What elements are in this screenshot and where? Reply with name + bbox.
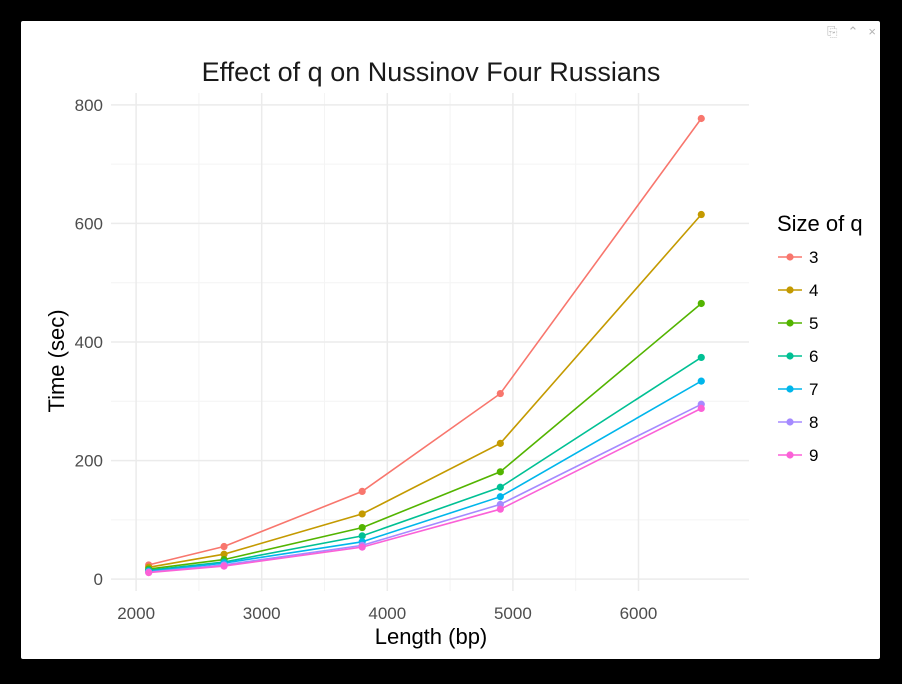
- data-point-q4: [358, 510, 366, 518]
- axis-ticks: 2000 3000 4000 5000 6000 0 200 400 600 800: [75, 96, 658, 623]
- data-point-q6: [358, 532, 366, 540]
- series-lines: [148, 118, 702, 574]
- legend-label-q5: 5: [809, 314, 818, 333]
- series-line-q9: [148, 407, 702, 574]
- y-tick-label: 0: [94, 570, 103, 589]
- legend-label-q3: 3: [809, 248, 818, 267]
- x-tick-label: 2000: [117, 604, 155, 623]
- legend-key-point-q7: [786, 385, 794, 393]
- data-point-q7: [496, 493, 504, 501]
- data-point-q7: [697, 377, 705, 385]
- data-point-q9: [358, 543, 366, 551]
- legend-label-q6: 6: [809, 347, 818, 366]
- grid: [111, 93, 749, 591]
- y-tick-label: 200: [75, 452, 103, 471]
- legend: Size of q 3 4 5 6 7 8 9: [777, 211, 863, 465]
- data-point-q6: [697, 353, 705, 362]
- data-point-q9: [220, 562, 228, 570]
- data-point-q5: [358, 523, 366, 532]
- legend-key-point-q4: [786, 286, 794, 294]
- window-controls: ⎘ ⌃ ×: [827, 25, 876, 39]
- data-point-q3: [697, 114, 705, 123]
- legend-key-point-q9: [786, 451, 794, 459]
- collapse-icon[interactable]: ⌃: [847, 24, 859, 39]
- legend-title: Size of q: [777, 211, 863, 236]
- legend-label-q9: 9: [809, 446, 818, 465]
- data-point-q3: [358, 487, 366, 495]
- legend-label-q4: 4: [809, 281, 818, 300]
- data-point-q5: [496, 468, 504, 476]
- data-point-q3: [220, 542, 228, 551]
- y-tick-label: 800: [75, 96, 103, 115]
- legend-key-point-q6: [786, 352, 794, 360]
- export-icon[interactable]: ⎘: [827, 24, 838, 39]
- data-point-q5: [697, 299, 705, 308]
- data-point-q4: [697, 210, 705, 219]
- data-point-q9: [145, 569, 153, 577]
- legend-key-point-q8: [786, 418, 794, 426]
- data-point-q9: [496, 505, 504, 513]
- data-point-q6: [496, 483, 504, 491]
- legend-key-point-q5: [786, 319, 794, 327]
- data-point-q3: [496, 389, 504, 398]
- data-point-q4: [220, 550, 228, 558]
- chart-title: Effect of q on Nussinov Four Russians: [202, 57, 661, 87]
- x-tick-label: 3000: [243, 604, 281, 623]
- series-points: [145, 114, 705, 577]
- data-point-q4: [496, 439, 504, 447]
- x-tick-label: 5000: [494, 604, 532, 623]
- data-point-q9: [697, 404, 705, 412]
- chart-window: ⎘ ⌃ × Effect of q on Nussinov Four Russi…: [21, 21, 880, 659]
- legend-label-q7: 7: [809, 380, 818, 399]
- x-tick-label: 4000: [368, 604, 406, 623]
- legend-key-point-q3: [786, 253, 794, 261]
- x-axis-title: Length (bp): [375, 624, 488, 649]
- chart: Effect of q on Nussinov Four Russians 20…: [44, 57, 863, 649]
- x-tick-label: 6000: [620, 604, 658, 623]
- close-icon[interactable]: ×: [868, 24, 876, 39]
- legend-label-q8: 8: [809, 413, 818, 432]
- y-axis-title: Time (sec): [44, 309, 69, 412]
- series-line-q6: [148, 356, 702, 572]
- y-tick-label: 600: [75, 214, 103, 233]
- y-tick-label: 400: [75, 333, 103, 352]
